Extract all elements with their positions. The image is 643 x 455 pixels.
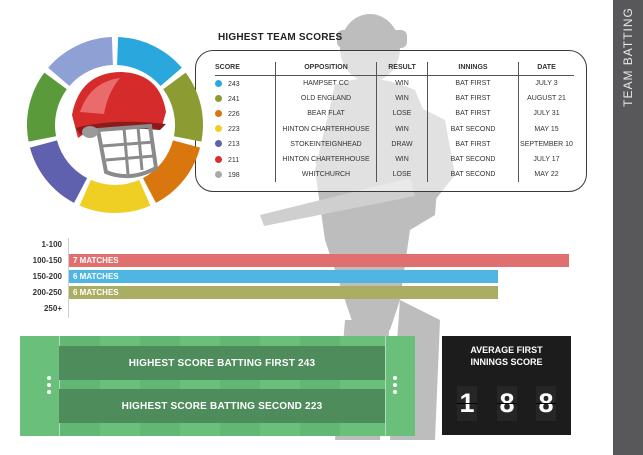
score-cell: 211 bbox=[215, 152, 276, 167]
opposition-cell: HINTON CHARTERHOUSE bbox=[275, 121, 377, 137]
date-cell: SEPTEMBER 10 bbox=[518, 136, 574, 152]
score-value: 241 bbox=[228, 95, 240, 103]
innings-cell: BAT FIRST bbox=[427, 136, 519, 152]
date-cell: AUGUST 21 bbox=[518, 91, 574, 107]
score-cell: 243 bbox=[215, 76, 276, 92]
range-label-1-100: 1-100 bbox=[41, 240, 62, 249]
score-dot-icon bbox=[215, 170, 222, 178]
average-digit-1: 1 bbox=[457, 386, 477, 421]
score-dot-icon bbox=[215, 109, 222, 117]
range-axis bbox=[68, 238, 69, 318]
score-cell: 223 bbox=[215, 122, 276, 137]
opposition-cell: HINTON CHARTERHOUSE bbox=[275, 151, 377, 168]
score-cell: 241 bbox=[215, 91, 276, 106]
opposition-cell: HAMPSET CC bbox=[275, 75, 377, 92]
table-row: 226 BEAR FLAT LOSE BAT FIRST JULY 31 bbox=[215, 106, 574, 122]
result-cell: WIN bbox=[376, 75, 428, 92]
result-cell: WIN bbox=[376, 121, 428, 137]
scores-table: SCORE OPPOSITION RESULT INNINGS DATE 243… bbox=[215, 62, 574, 183]
donut-chart bbox=[27, 37, 203, 214]
donut-segment-green bbox=[27, 72, 67, 142]
scores-title: HIGHEST TEAM SCORES bbox=[218, 32, 343, 43]
average-digit-2: 8 bbox=[497, 386, 517, 421]
table-row: 211 HINTON CHARTERHOUSE WIN BAT SECOND JULY … bbox=[215, 151, 574, 168]
stumps-left-icon bbox=[47, 376, 51, 394]
table-row: 213 STOKEINTEIGNHEAD DRAW BAT FIRST SEPTEMBE… bbox=[215, 136, 574, 152]
table-row: 243 HAMPSET CC WIN BAT FIRST JULY 3 bbox=[215, 75, 574, 92]
score-dot-icon bbox=[215, 140, 222, 148]
donut-segment-lavender bbox=[48, 37, 113, 86]
cricket-helmet-icon bbox=[72, 72, 166, 179]
opposition-cell: BEAR FLAT bbox=[275, 106, 377, 122]
score-dot-icon bbox=[215, 94, 222, 102]
score-value: 213 bbox=[228, 141, 240, 149]
date-cell: JULY 17 bbox=[518, 151, 574, 168]
table-row: 223 HINTON CHARTERHOUSE WIN BAT SECOND MAY 1… bbox=[215, 121, 574, 137]
donut-segment-purple bbox=[29, 140, 88, 203]
range-bar: 6 MATCHES bbox=[69, 270, 498, 283]
table-row: 198 WHITCHURCH LOSE BAT SECOND MAY 22 bbox=[215, 167, 574, 183]
score-cell: 226 bbox=[215, 106, 276, 121]
result-cell: LOSE bbox=[376, 167, 428, 183]
opposition-cell: STOKEINTEIGNHEAD bbox=[275, 136, 377, 152]
date-cell: JULY 3 bbox=[518, 75, 574, 92]
score-cell: 198 bbox=[215, 167, 276, 182]
donut-segment-olive bbox=[163, 72, 203, 142]
highest-batting-second: HIGHEST SCORE BATTING SECOND 223 bbox=[59, 389, 385, 423]
score-value: 198 bbox=[228, 171, 240, 179]
innings-cell: BAT SECOND bbox=[427, 121, 519, 137]
score-value: 243 bbox=[228, 80, 240, 88]
average-title-line1: AVERAGE FIRST bbox=[470, 345, 543, 355]
score-cell: 213 bbox=[215, 137, 276, 152]
date-cell: MAY 22 bbox=[518, 167, 574, 183]
col-innings: INNINGS bbox=[427, 62, 519, 76]
cricket-pitch: HIGHEST SCORE BATTING FIRST 243 HIGHEST … bbox=[20, 336, 415, 436]
innings-cell: BAT SECOND bbox=[427, 151, 519, 168]
range-label-150-200: 150-200 bbox=[32, 272, 62, 281]
range-bar: 7 MATCHES bbox=[69, 254, 569, 267]
donut-segment-blue bbox=[117, 37, 182, 86]
range-bar: 6 MATCHES bbox=[69, 286, 498, 299]
score-value: 211 bbox=[228, 156, 240, 164]
range-label-100-150: 100-150 bbox=[32, 256, 62, 265]
innings-cell: BAT SECOND bbox=[427, 167, 519, 183]
date-cell: JULY 31 bbox=[518, 106, 574, 122]
opposition-cell: WHITCHURCH bbox=[275, 167, 377, 183]
donut-segment-yellow bbox=[79, 179, 151, 214]
average-digit-3: 8 bbox=[536, 386, 556, 421]
col-result: RESULT bbox=[376, 62, 428, 76]
result-cell: LOSE bbox=[376, 106, 428, 122]
donut-segment-orange bbox=[142, 140, 201, 203]
highest-batting-first: HIGHEST SCORE BATTING FIRST 243 bbox=[59, 346, 385, 380]
score-dot-icon bbox=[215, 79, 222, 87]
range-label-200-250: 200-250 bbox=[32, 288, 62, 297]
date-cell: MAY 15 bbox=[518, 121, 574, 137]
opposition-cell: OLD ENGLAND bbox=[275, 91, 377, 107]
result-cell: WIN bbox=[376, 91, 428, 107]
table-row: 241 OLD ENGLAND WIN BAT FIRST AUGUST 21 bbox=[215, 91, 574, 107]
average-scoreboard: AVERAGE FIRST INNINGS SCORE 1 8 8 bbox=[442, 336, 571, 435]
innings-cell: BAT FIRST bbox=[427, 91, 519, 107]
innings-cell: BAT FIRST bbox=[427, 75, 519, 92]
innings-cell: BAT FIRST bbox=[427, 106, 519, 122]
col-score: SCORE bbox=[215, 62, 276, 76]
sidebar-title: TEAM BATTING bbox=[621, 7, 635, 107]
score-dot-icon bbox=[215, 125, 222, 133]
result-cell: DRAW bbox=[376, 136, 428, 152]
col-date: DATE bbox=[518, 62, 574, 76]
score-value: 226 bbox=[228, 110, 240, 118]
average-title-line2: INNINGS SCORE bbox=[470, 357, 543, 367]
score-value: 223 bbox=[228, 126, 240, 134]
average-title: AVERAGE FIRST INNINGS SCORE bbox=[442, 344, 571, 368]
score-dot-icon bbox=[215, 155, 222, 163]
result-cell: WIN bbox=[376, 151, 428, 168]
stumps-right-icon bbox=[393, 376, 397, 394]
sidebar: TEAM BATTING bbox=[613, 0, 643, 455]
range-label-250-plus: 250+ bbox=[43, 304, 62, 313]
col-opposition: OPPOSITION bbox=[275, 62, 377, 76]
